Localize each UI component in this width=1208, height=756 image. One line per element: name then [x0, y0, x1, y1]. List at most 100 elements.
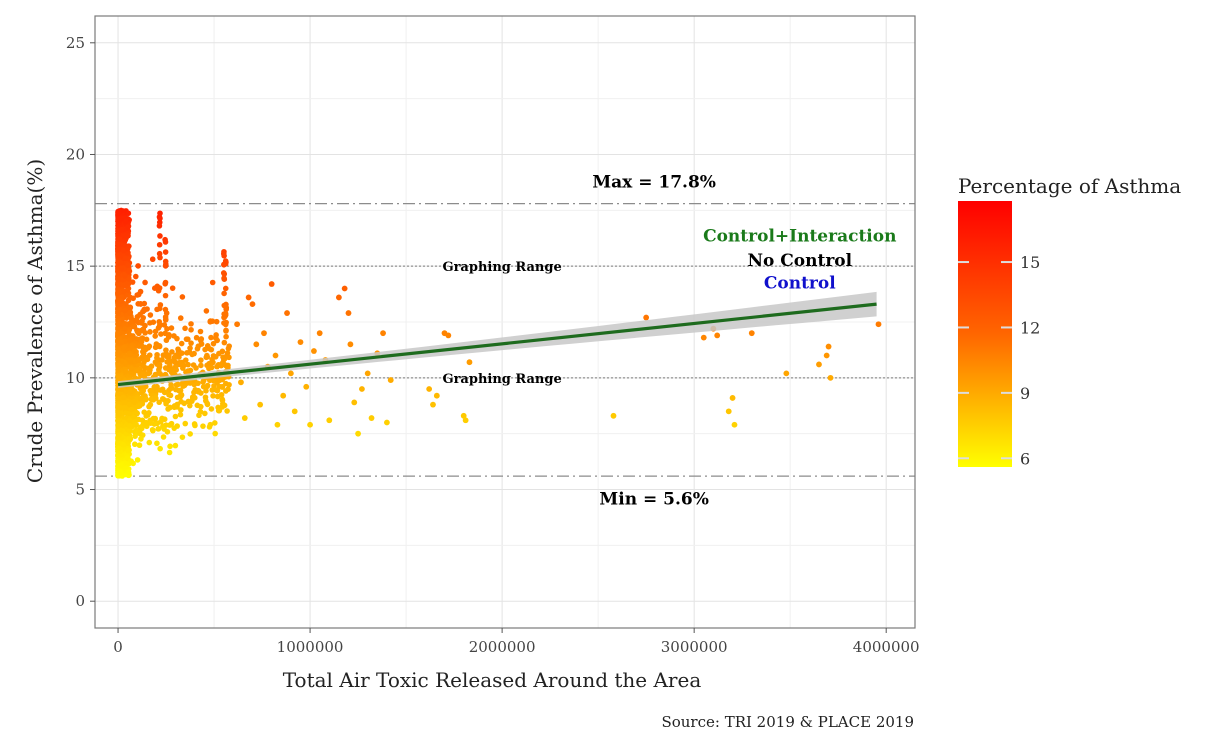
scatter-point — [126, 423, 133, 429]
scatter-point — [284, 310, 290, 316]
x-tick-label: 2000000 — [469, 638, 536, 656]
scatter-point — [221, 339, 228, 346]
scatter-point — [127, 337, 133, 343]
scatter-point — [138, 436, 144, 442]
scatter-point — [138, 338, 145, 345]
scatter-point — [115, 375, 122, 382]
scatter-point — [159, 386, 166, 393]
scatter-point — [149, 256, 156, 263]
scatter-point — [222, 312, 229, 318]
scatter-point — [115, 423, 122, 430]
scatter-point — [210, 393, 216, 399]
scatter-point — [172, 413, 179, 420]
scatter-point — [122, 307, 128, 314]
scatter-point — [157, 322, 163, 328]
scatter-point — [204, 401, 211, 408]
scatter-point — [163, 400, 169, 407]
scatter-point — [383, 419, 390, 426]
scatter-point — [158, 418, 164, 425]
scatter-point — [141, 307, 148, 314]
scatter-point — [291, 408, 298, 415]
scatter-point — [168, 325, 175, 331]
scatter-point — [115, 276, 121, 282]
scatter-point — [173, 386, 179, 393]
scatter-point — [179, 294, 186, 300]
scatter-point — [160, 352, 167, 358]
fit-legend-label: Control+Interaction — [703, 227, 896, 247]
scatter-point — [135, 330, 142, 337]
scatter-point — [221, 275, 227, 282]
scatter-point — [137, 288, 144, 295]
scatter-point — [195, 380, 201, 387]
scatter-point — [268, 281, 275, 287]
scatter-point — [212, 430, 218, 437]
colorbar-tick-label: 9 — [1020, 384, 1030, 403]
scatter-point — [223, 319, 229, 326]
scatter-point — [157, 210, 163, 217]
scatter-point — [115, 252, 121, 259]
scatter-point — [311, 348, 317, 354]
scatter-point — [115, 308, 121, 315]
scatter-point — [142, 279, 148, 286]
scatter-point — [166, 449, 173, 456]
scatter-point — [162, 249, 169, 255]
scatter-point — [116, 390, 123, 397]
scatter-point — [182, 420, 189, 427]
scatter-point — [139, 320, 145, 326]
scatter-point — [133, 409, 140, 416]
scatter-point — [185, 361, 191, 368]
scatter-point — [175, 381, 181, 388]
scatter-point — [156, 241, 163, 248]
colorbar-tick-label: 15 — [1020, 253, 1040, 272]
scatter-point — [146, 403, 152, 410]
scatter-point — [116, 321, 123, 328]
scatter-point — [825, 343, 832, 350]
scatter-point — [823, 352, 830, 359]
scatter-point — [460, 412, 467, 419]
scatter-point — [287, 370, 294, 377]
scatter-point — [355, 430, 361, 437]
scatter-point — [162, 314, 169, 320]
scatter-point — [159, 357, 165, 363]
scatter-point — [466, 359, 473, 366]
scatter-point — [135, 357, 141, 364]
scatter-point — [122, 368, 129, 375]
scatter-point — [257, 401, 264, 408]
axis-ticks: 0 1000000 2000000 3000000 4000000 0 5 10 15 20 25 — [66, 34, 920, 656]
scatter-point — [178, 407, 184, 413]
scatter-point — [143, 420, 149, 427]
scatter-point — [123, 410, 129, 416]
scatter-point — [172, 442, 179, 449]
scatter-point — [261, 330, 267, 337]
scatter-point — [142, 330, 148, 336]
scatter-point — [132, 433, 138, 440]
scatter-point — [143, 336, 150, 343]
scatter-point — [714, 332, 721, 339]
scatter-point — [162, 306, 169, 313]
scatter-point — [151, 285, 158, 291]
x-tick-label: 0 — [113, 638, 123, 656]
scatter-point — [122, 218, 129, 224]
x-tick-label: 4000000 — [853, 638, 920, 656]
scatter-point — [162, 279, 169, 286]
scatter-point — [155, 425, 162, 432]
scatter-point — [117, 469, 124, 476]
scatter-point — [120, 288, 127, 295]
scatter-point — [131, 348, 138, 354]
scatter-point — [827, 374, 834, 381]
scatter-point — [121, 344, 127, 351]
scatter-point — [147, 312, 154, 318]
scatter-point — [181, 362, 187, 369]
y-tick-label: 25 — [66, 34, 85, 52]
scatter-point — [125, 469, 132, 476]
scatter-point — [223, 333, 229, 340]
scatter-point — [221, 290, 227, 297]
reference-lines — [95, 202, 915, 477]
scatter-point — [253, 341, 260, 348]
scatter-point — [193, 334, 200, 341]
scatter-point — [124, 455, 131, 461]
scatter-point — [188, 340, 194, 346]
scatter-point — [115, 330, 121, 337]
regression-line — [117, 302, 877, 387]
scatter-point — [185, 336, 191, 342]
